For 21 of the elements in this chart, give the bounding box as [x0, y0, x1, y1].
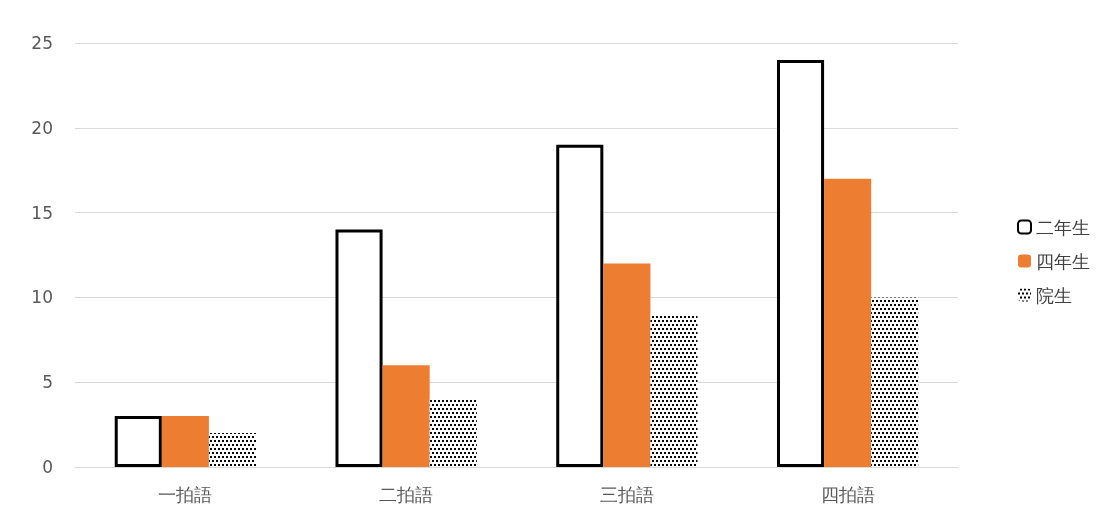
bar [335, 229, 383, 467]
y-tick-label: 10 [31, 287, 53, 308]
bar [603, 263, 651, 467]
bar [556, 144, 604, 467]
x-tick-label: 三拍語 [599, 483, 654, 505]
bar [114, 416, 162, 467]
bar [824, 178, 872, 467]
legend-label: 二年生 [1036, 216, 1090, 238]
x-tick-label: 二拍語 [379, 483, 434, 505]
x-tick-label: 一拍語 [158, 483, 213, 505]
legend-label: 院生 [1036, 284, 1072, 306]
y-tick-label: 25 [31, 33, 53, 53]
y-tick-label: 5 [42, 372, 53, 393]
y-tick-label: 0 [42, 457, 53, 477]
bar [382, 365, 430, 467]
y-tick-label: 15 [31, 202, 53, 223]
bar [776, 59, 825, 467]
y-tick-label: 20 [31, 117, 53, 138]
x-tick-label: 四拍語 [820, 483, 875, 505]
bar [161, 416, 209, 467]
legend-label: 四年生 [1036, 250, 1090, 272]
